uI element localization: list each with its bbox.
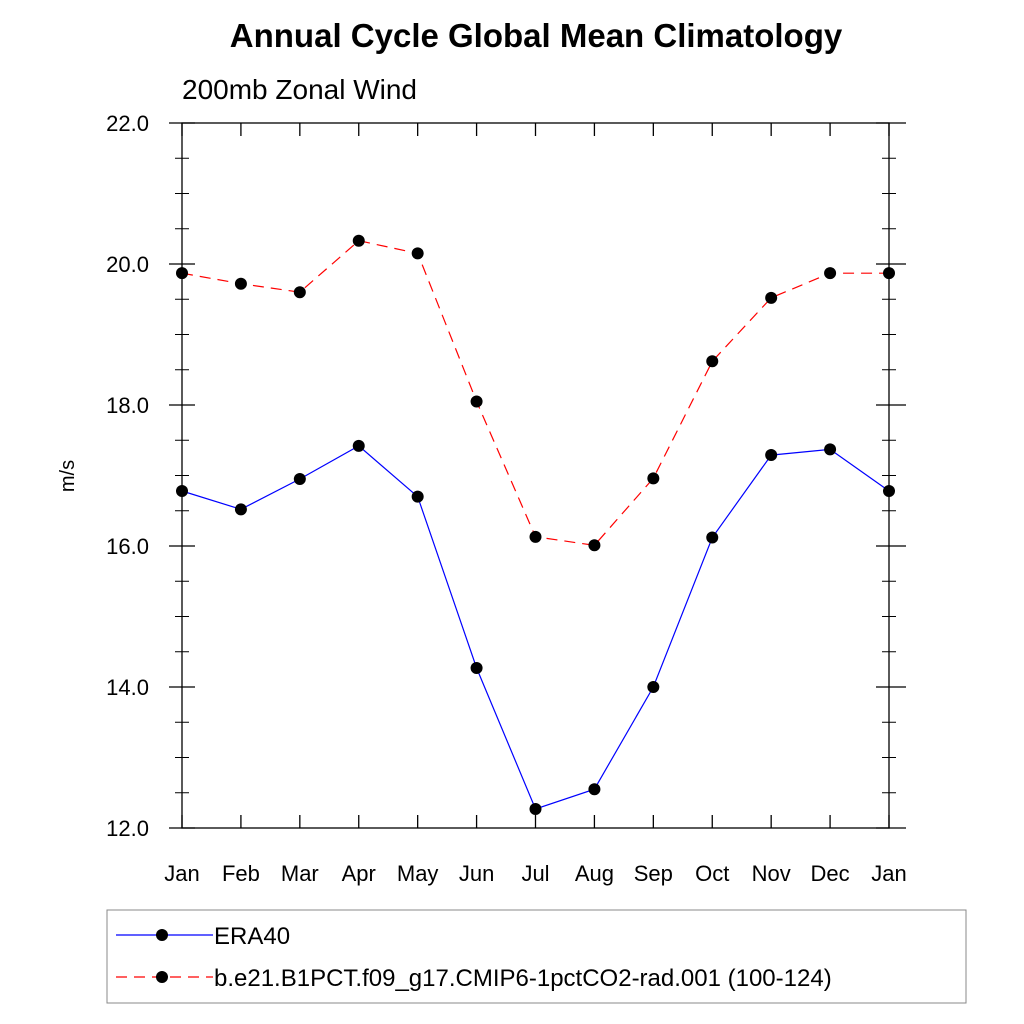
x-tick-label: Jan	[164, 861, 199, 886]
y-tick-labels: 12.0 14.0 16.0 18.0 20.0 22.0	[106, 111, 149, 841]
x-tick-label: Dec	[811, 861, 850, 886]
x-tick-label: Sep	[634, 861, 673, 886]
y-tick-label: 18.0	[106, 393, 149, 418]
y-tick-label: 20.0	[106, 252, 149, 277]
data-point	[293, 286, 306, 299]
data-point	[470, 661, 483, 674]
data-point	[176, 267, 188, 280]
data-point	[824, 443, 837, 456]
data-point	[647, 472, 660, 485]
legend-label: b.e21.B1PCT.f09_g17.CMIP6-1pctCO2-rad.00…	[214, 965, 832, 992]
data-point	[234, 503, 247, 516]
data-point	[176, 485, 188, 498]
data-point	[529, 802, 542, 815]
x-tick-label: Feb	[222, 861, 260, 886]
data-point	[411, 247, 424, 260]
legend-box	[106, 909, 967, 1004]
x-tick-label: Jan	[871, 861, 906, 886]
series-line-1	[181, 240, 889, 546]
y-tick-label: 14.0	[106, 675, 149, 700]
x-tick-label: Jul	[521, 861, 549, 886]
data-point	[470, 395, 483, 408]
legend-marker	[156, 929, 168, 941]
data-point	[883, 267, 895, 280]
y-tick-label: 22.0	[106, 111, 149, 136]
plot-frame	[181, 122, 890, 829]
x-tick-label: Nov	[752, 861, 791, 886]
series-group	[176, 234, 895, 815]
x-tick-label: May	[397, 861, 439, 886]
data-point	[706, 531, 719, 544]
data-point	[706, 355, 719, 368]
legend-marker	[156, 971, 168, 983]
data-point	[352, 439, 365, 452]
x-tick-labels: Jan Feb Mar Apr May Jun Jul Aug Sep Oct Nov Dec Jan	[164, 861, 906, 886]
axis-ticks	[169, 122, 906, 829]
x-tick-label: Jun	[459, 861, 494, 886]
data-point	[293, 473, 306, 486]
y-axis-label: m/s	[57, 460, 79, 492]
chart-title: Annual Cycle Global Mean Climatology	[230, 17, 843, 54]
data-point	[824, 267, 837, 280]
data-point	[765, 291, 778, 304]
series-line-0	[181, 445, 890, 810]
data-point	[883, 485, 895, 498]
x-tick-label: Apr	[342, 861, 376, 886]
x-tick-label: Mar	[281, 861, 319, 886]
data-point	[588, 539, 601, 552]
x-tick-label: Aug	[575, 861, 614, 886]
y-tick-label: 16.0	[106, 534, 149, 559]
x-tick-label: Oct	[695, 861, 729, 886]
data-point	[411, 490, 424, 503]
legend: ERA40 b.e21.B1PCT.f09_g17.CMIP6-1pctCO2-r…	[116, 923, 832, 992]
data-point	[352, 234, 365, 247]
data-point	[588, 783, 601, 796]
y-tick-label: 12.0	[106, 816, 149, 841]
data-point	[529, 530, 542, 543]
data-point	[647, 681, 660, 693]
data-point	[765, 449, 778, 462]
data-point	[234, 277, 247, 290]
legend-label: ERA40	[214, 923, 290, 950]
chart-subtitle: 200mb Zonal Wind	[182, 74, 417, 105]
